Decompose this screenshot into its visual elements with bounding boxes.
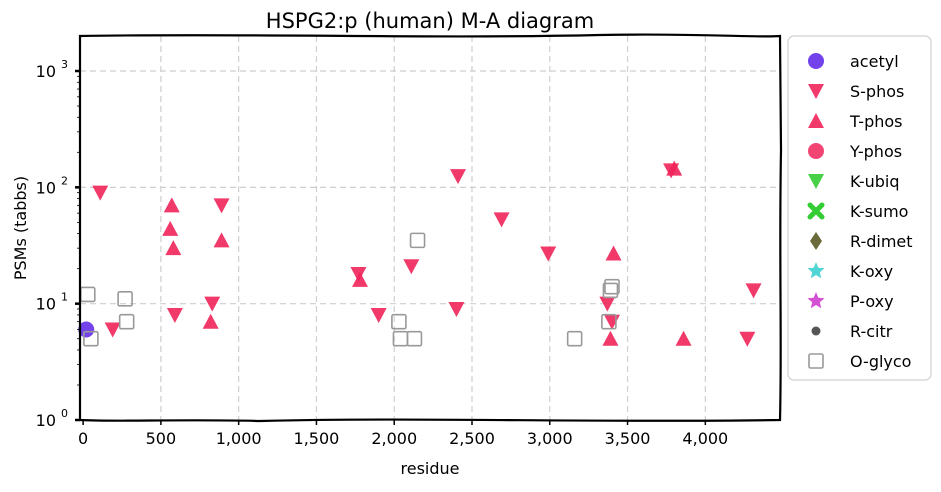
plot-area (78, 160, 762, 347)
y-tick-label: 10 (36, 62, 56, 81)
legend-marker-y-phos (808, 143, 824, 159)
point-o-glyco (409, 232, 426, 249)
point-s-phos (166, 307, 183, 323)
plot-frame (78, 33, 783, 423)
x-tick-label: 4,000 (682, 429, 728, 448)
legend-label-o-glyco: O-glyco (850, 352, 911, 371)
point-t-phos (605, 245, 622, 261)
y-tick-exponent: 1 (61, 291, 68, 304)
point-s-phos (450, 169, 466, 185)
x-tick-label: 1,000 (216, 429, 262, 448)
legend-label-k-oxy: K-oxy (850, 262, 893, 281)
point-s-phos (204, 296, 221, 312)
point-s-phos (448, 301, 465, 317)
y-tick-exponent: 2 (61, 174, 68, 187)
x-axis-label: residue (401, 459, 460, 478)
legend-label-k-sumo: K-sumo (850, 202, 908, 221)
y-axis: 10 0 10 1 10 2 10 3 (36, 58, 80, 430)
legend-box (787, 35, 932, 381)
point-t-phos (162, 220, 179, 236)
chart-title: HSPG2:p (human) M-A diagram (266, 9, 594, 33)
point-s-phos (350, 266, 367, 282)
x-axis: 0 500 1,000 1,500 2,000 2,500 3,000 3,500 4,000 (78, 420, 728, 448)
y-tick-exponent: 0 (61, 407, 68, 420)
legend-marker-acetyl (808, 53, 824, 69)
legend: acetyl S-phos T-phos Y-phos K-ubiq K-sumo R-di… (787, 35, 932, 381)
x-tick-label: 3,500 (605, 429, 651, 448)
point-s-phos (604, 314, 620, 330)
point-t-phos (213, 232, 230, 248)
grid (80, 36, 780, 420)
point-o-glyco (604, 278, 620, 295)
legend-label-y-phos: Y-phos (849, 142, 902, 161)
y-tick-exponent: 3 (61, 58, 68, 71)
legend-marker-k-oxy (807, 262, 825, 279)
x-tick-label: 1,500 (294, 429, 340, 448)
point-s-phos (104, 322, 121, 338)
point-o-glyco (79, 286, 96, 303)
legend-label-k-ubiq: K-ubiq (850, 172, 899, 191)
point-o-glyco (391, 313, 407, 330)
legend-marker-p-oxy (807, 292, 825, 309)
legend-marker-r-dimet (810, 232, 822, 250)
point-o-glyco (118, 313, 135, 330)
y-tick-label: 10 (36, 411, 56, 430)
point-s-phos (745, 283, 762, 299)
point-s-phos (493, 212, 510, 228)
point-s-phos (599, 296, 616, 312)
point-t-phos (202, 313, 219, 329)
point-s-phos (92, 185, 109, 201)
point-o-glyco (602, 282, 619, 299)
x-tick-label: 500 (146, 429, 177, 448)
point-s-phos (370, 307, 387, 323)
legend-label-r-citr: R-citr (850, 322, 893, 341)
point-s-phos (403, 259, 420, 275)
point-o-glyco (406, 330, 423, 347)
y-tick-label: 10 (36, 295, 56, 314)
point-s-phos (540, 246, 557, 262)
legend-label-t-phos: T-phos (849, 112, 903, 131)
legend-label-s-phos: S-phos (850, 82, 904, 101)
x-tick-label: 3,000 (527, 429, 573, 448)
point-t-phos (675, 330, 692, 346)
legend-marker-k-ubiq (808, 174, 824, 189)
x-tick-label: 2,000 (371, 429, 417, 448)
point-t-phos (352, 271, 368, 287)
point-o-glyco (83, 330, 99, 347)
legend-marker-k-sumo (807, 202, 825, 220)
point-t-phos (163, 197, 180, 213)
y-tick-label: 10 (36, 178, 56, 197)
point-o-glyco (566, 330, 583, 347)
point-s-phos (739, 331, 756, 347)
point-acetyl (78, 321, 95, 338)
legend-marker-o-glyco (808, 353, 824, 369)
point-s-phos (213, 198, 230, 214)
legend-label-p-oxy: P-oxy (850, 292, 894, 311)
legend-marker-r-citr (811, 326, 821, 336)
legend-marker-t-phos (808, 113, 824, 128)
point-t-phos (666, 160, 683, 176)
point-o-glyco (601, 313, 617, 330)
y-axis-label: PSMs (tabbs) (11, 176, 30, 280)
legend-marker-s-phos (808, 84, 824, 99)
point-o-glyco (392, 330, 409, 347)
point-t-phos (602, 330, 619, 346)
point-o-glyco (117, 291, 133, 307)
x-tick-label: 2,500 (449, 429, 495, 448)
x-tick-label: 0 (78, 429, 88, 448)
legend-label-acetyl: acetyl (850, 52, 899, 71)
legend-label-r-dimet: R-dimet (850, 232, 913, 251)
point-t-phos (165, 240, 182, 256)
